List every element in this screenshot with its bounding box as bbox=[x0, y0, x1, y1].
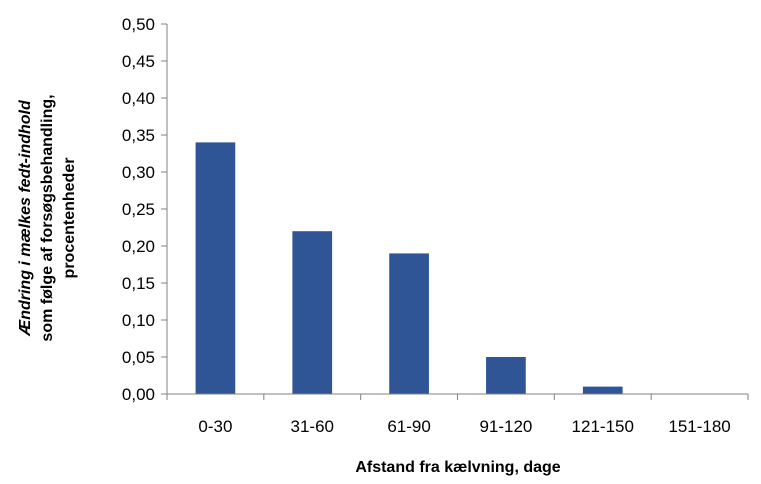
x-tick-label: 31-60 bbox=[291, 417, 334, 436]
bars bbox=[195, 142, 623, 394]
y-tick-label: 0,25 bbox=[122, 200, 155, 219]
axes bbox=[166, 24, 748, 395]
y-tick-label: 0,20 bbox=[122, 237, 155, 256]
x-tick-label: 61-90 bbox=[387, 417, 430, 436]
y-tick-label: 0,35 bbox=[122, 126, 155, 145]
y-tick-label: 0,10 bbox=[122, 311, 155, 330]
x-tick-label: 121-150 bbox=[572, 417, 634, 436]
y-tick-label: 0,05 bbox=[122, 348, 155, 367]
y-tick-label: 0,30 bbox=[122, 163, 155, 182]
bar-61-90 bbox=[389, 253, 429, 394]
y-tick-label: 0,00 bbox=[122, 385, 155, 404]
x-tick-label: 0-30 bbox=[198, 417, 232, 436]
y-axis-ticks: 0,00 0,05 0,10 0,15 0,20 0,25 0,30 0,35 0,40 0,45… bbox=[122, 15, 167, 404]
x-axis-ticks: 0-30 31-60 61-90 91-120 121-150 151-180 bbox=[166, 394, 749, 436]
bar-121-150 bbox=[582, 386, 623, 394]
y-tick-label: 0,40 bbox=[122, 89, 155, 108]
y-tick-label: 0,15 bbox=[122, 274, 155, 293]
y-axis-title: Ændring i mælkes fedt-indhold som følge … bbox=[17, 94, 78, 341]
y-tick-label: 0,50 bbox=[122, 15, 155, 34]
y-axis-title-line-1: Ændring i mælkes fedt-indhold bbox=[17, 99, 34, 337]
bar-31-60 bbox=[292, 231, 333, 394]
bar-91-120 bbox=[486, 357, 526, 394]
y-tick-label: 0,45 bbox=[122, 52, 155, 71]
bar-0-30 bbox=[195, 142, 236, 394]
y-axis-title-line-3: procentenheder bbox=[61, 158, 78, 279]
x-tick-label: 151-180 bbox=[668, 417, 730, 436]
y-axis-title-line-2: som følge af forsøgsbehandling, bbox=[39, 94, 56, 341]
x-axis-title: Afstand fra kælvning, dage bbox=[355, 459, 560, 476]
x-tick-label: 91-120 bbox=[479, 417, 532, 436]
